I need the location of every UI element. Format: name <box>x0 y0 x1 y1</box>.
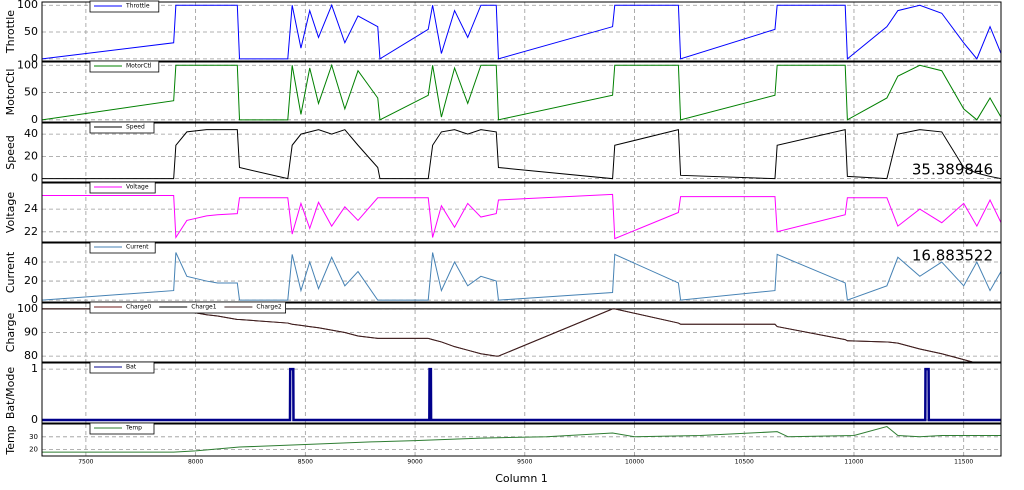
y-tick-label: 100 <box>17 0 38 11</box>
y-tick-label: 0 <box>31 172 38 185</box>
y-axis-label: Temp <box>4 425 17 455</box>
legend: Charge0 Charge1 Charge2 <box>89 301 287 314</box>
legend-box <box>89 181 156 194</box>
series-line <box>42 308 975 362</box>
legend-box <box>89 60 160 73</box>
plot-area <box>42 193 1001 240</box>
x-tick-label: 10000 <box>625 459 644 466</box>
legend-label: Charge0 <box>126 304 152 311</box>
legend-label: Charge2 <box>256 304 282 311</box>
panel-frame <box>41 362 1002 424</box>
plot-area <box>42 129 1001 180</box>
legend-box <box>89 0 160 13</box>
legend-box <box>89 241 156 254</box>
x-tick-label: 10500 <box>735 459 754 466</box>
y-tick-label: 24 <box>24 202 38 215</box>
panel-frame <box>41 61 1002 123</box>
x-axis-label: Column 1 <box>495 472 548 485</box>
series-line <box>42 426 1001 453</box>
legend: Temp <box>89 422 155 435</box>
y-axis-label: Voltage <box>4 192 17 233</box>
series-line <box>42 3 1001 60</box>
panel-frame <box>41 182 1002 243</box>
plot-area <box>42 252 1001 301</box>
panel-frame <box>41 1 1002 62</box>
y-tick-label: 0 <box>31 413 38 426</box>
legend: Throttle <box>89 0 160 13</box>
legend-label: Temp <box>125 425 142 432</box>
x-tick-label: 8500 <box>298 459 313 466</box>
series-line <box>42 129 1001 180</box>
legend: Current <box>89 241 156 254</box>
series-line <box>42 308 975 362</box>
y-tick-label: 30 <box>29 433 38 441</box>
legend: Voltage <box>89 181 156 194</box>
y-tick-label: 100 <box>17 58 38 71</box>
series-line <box>42 367 1001 422</box>
plot-area <box>42 63 1001 121</box>
x-tick-label: 7500 <box>78 459 93 466</box>
plot-area <box>42 426 1001 453</box>
y-tick-label: 0 <box>31 52 38 65</box>
y-tick-label: 100 <box>17 302 38 315</box>
legend: Speed <box>89 121 155 134</box>
y-axis-label: MotorCtl <box>4 69 17 116</box>
panel-frame <box>41 302 1002 363</box>
x-tick-label: 9500 <box>517 459 532 466</box>
y-tick-label: 20 <box>29 446 38 454</box>
series-line <box>42 193 1001 240</box>
y-axis-label: Throttle <box>4 10 17 54</box>
y-tick-label: 90 <box>24 326 38 339</box>
legend-label: Current <box>126 244 149 251</box>
y-tick-label: 50 <box>24 25 38 38</box>
y-axis-label: Bat/Mode <box>4 367 17 420</box>
plot-area <box>42 308 1001 362</box>
legend: MotorCtl <box>89 60 160 73</box>
y-tick-label: 22 <box>24 225 38 238</box>
panel-frame <box>41 242 1002 303</box>
legend-label: Charge1 <box>191 304 217 311</box>
legend-label: Voltage <box>126 184 149 191</box>
x-tick-label: 8000 <box>188 459 203 466</box>
y-axis-label: Speed <box>4 135 17 169</box>
y-tick-label: 1 <box>31 362 38 375</box>
legend-label: MotorCtl <box>126 63 152 70</box>
y-axis-label: Current <box>4 251 17 293</box>
annotation: 16.883522 <box>912 247 993 265</box>
legend-label: Bat <box>126 364 137 371</box>
y-tick-label: 0 <box>31 113 38 126</box>
legend: Bat <box>89 361 155 374</box>
plot-area <box>42 367 1001 422</box>
legend-box <box>89 301 287 314</box>
legend-label: Throttle <box>125 3 150 10</box>
y-tick-label: 80 <box>24 349 38 362</box>
panel-frame <box>41 423 1002 457</box>
y-tick-label: 50 <box>24 86 38 99</box>
legend-label: Speed <box>126 124 145 131</box>
y-tick-label: 20 <box>24 149 38 162</box>
x-tick-label: 11000 <box>844 459 863 466</box>
y-axis-label: Charge <box>4 313 17 353</box>
y-tick-label: 40 <box>24 127 38 140</box>
series-line <box>42 63 1001 121</box>
plot-area <box>42 3 1001 60</box>
y-tick-label: 20 <box>24 274 38 287</box>
x-tick-label: 11500 <box>954 459 973 466</box>
panel-frame <box>41 122 1002 183</box>
series-line <box>42 252 1001 301</box>
annotation: 35.389846 <box>912 161 993 179</box>
y-tick-label: 40 <box>24 255 38 268</box>
x-tick-label: 9000 <box>407 459 422 466</box>
y-tick-label: 0 <box>31 293 38 306</box>
